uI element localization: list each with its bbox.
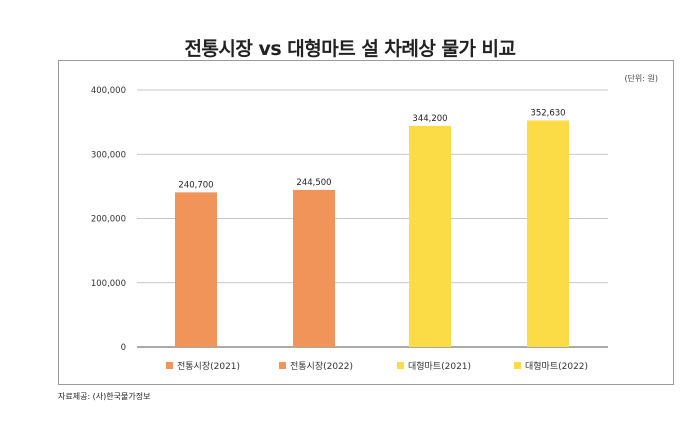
bars [175,120,569,347]
legend-swatch [397,362,404,369]
bar [175,192,217,347]
bar [409,125,451,347]
y-axis-labels: 0 100,000 200,000 300,000 400,000 [91,86,126,353]
chart-title: 전통시장 vs 대형마트 설 차례상 물가 비교 [184,38,516,60]
data-label: 240,700 [178,180,213,190]
y-tick-label: 200,000 [91,215,126,225]
legend-swatch [514,362,521,369]
legend-label: 전통시장(2022) [290,361,353,372]
y-tick-label: 100,000 [91,279,126,289]
legend-swatch [166,362,173,369]
source-note: 자료제공: (사)한국물가정보 [58,392,151,401]
legend: 전통시장(2021) 전통시장(2022) 대형마트(2021) 대형마트(2022) [166,361,588,372]
chart-frame [58,60,674,385]
y-tick-label: 0 [121,343,126,353]
legend-label: 대형마트(2022) [525,361,588,372]
data-label: 352,630 [530,108,565,118]
legend-label: 전통시장(2021) [177,361,240,372]
data-label: 244,500 [296,178,331,188]
y-tick-label: 300,000 [91,150,126,160]
legend-label: 대형마트(2021) [408,361,471,372]
y-tick-label: 400,000 [91,86,126,96]
bar [293,189,335,347]
legend-swatch [279,362,286,369]
bar [527,120,569,347]
data-labels: 240,700 244,500 344,200 352,630 [178,108,565,190]
data-label: 344,200 [412,114,447,124]
unit-label: (단위: 원) [624,74,658,83]
